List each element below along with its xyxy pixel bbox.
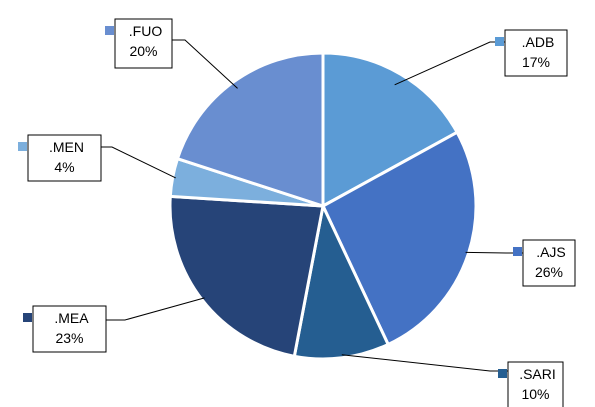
data-label-box <box>27 134 102 182</box>
data-label-category: .AJS <box>536 244 566 260</box>
leader-line-adb <box>394 41 505 86</box>
data-label-value: 17% <box>522 54 550 70</box>
data-label-category: .ADB <box>522 34 555 50</box>
pie-slices <box>168 51 478 361</box>
leader-line-sari <box>341 354 508 372</box>
data-label-ajs: .AJS 26% <box>513 239 576 287</box>
data-label-value: 23% <box>55 330 83 346</box>
data-label-fuo: .FUO 20% <box>105 18 173 69</box>
data-label-box <box>114 18 173 69</box>
legend-key-adb <box>495 37 504 46</box>
pie-slice-mea <box>168 194 325 358</box>
data-label-sari: .SARI 10% <box>498 361 564 407</box>
leader-line-fuo <box>172 39 238 89</box>
data-label-value: 10% <box>521 386 549 402</box>
data-label-category: .SARI <box>519 366 556 382</box>
data-label-category: .MEN <box>49 139 84 155</box>
data-label-box <box>504 29 568 77</box>
legend-key-men <box>18 142 27 151</box>
data-label-value: 26% <box>535 264 563 280</box>
data-label-box <box>507 361 564 407</box>
data-label-adb: .ADB 17% <box>495 29 568 77</box>
data-labels: .ADB 17% .AJS 26% .SARI 10% .MEA 23% .MEN 4% .FUO 2… <box>18 18 576 407</box>
pie-slice-fuo <box>175 51 325 208</box>
data-label-category: .MEA <box>54 310 89 326</box>
data-label-box <box>32 305 107 353</box>
data-label-box <box>522 239 576 287</box>
data-label-men: .MEN 4% <box>18 134 102 182</box>
leader-line-mea <box>106 297 205 321</box>
data-label-value: 20% <box>129 43 157 59</box>
data-label-value: 4% <box>54 159 74 175</box>
data-label-mea: .MEA 23% <box>23 305 107 353</box>
pie-slice-ajs <box>321 130 478 346</box>
data-label-category: .FUO <box>129 23 163 39</box>
legend-key-mea <box>23 313 32 322</box>
legend-key-ajs <box>513 247 522 256</box>
legend-key-sari <box>498 369 507 378</box>
leader-line-men <box>101 146 176 179</box>
pie-slice-adb <box>321 51 459 208</box>
legend-key-fuo <box>105 26 114 35</box>
pie-slice-sari <box>292 204 390 361</box>
